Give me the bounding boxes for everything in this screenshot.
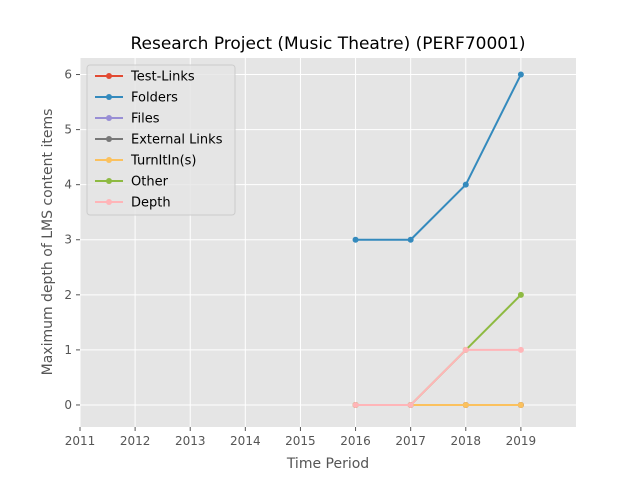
- legend-label-external-links: External Links: [131, 133, 223, 148]
- legend-marker-files: [106, 115, 112, 121]
- legend-label-folders: Folders: [131, 91, 178, 106]
- x-tick-label: 2011: [65, 434, 96, 448]
- x-tick-label: 2012: [120, 434, 151, 448]
- x-tick-label: 2016: [340, 434, 371, 448]
- data-point-depth: [407, 401, 414, 408]
- legend: Test-Links Folders Files External Links Turn…: [86, 64, 236, 216]
- legend-label-other: Other: [131, 175, 169, 190]
- legend-marker-folders: [106, 94, 112, 100]
- x-tick-label: 2017: [395, 434, 426, 448]
- y-tick-label: 4: [64, 178, 72, 192]
- x-tick-label: 2014: [230, 434, 261, 448]
- y-axis-ticks: 0 1 2 3 4 5 6: [64, 68, 80, 412]
- data-point-depth: [517, 346, 524, 353]
- legend-marker-external-links: [106, 136, 112, 142]
- x-tick-label: 2015: [285, 434, 316, 448]
- data-point-depth: [462, 346, 469, 353]
- legend-label-test-links: Test-Links: [130, 70, 195, 85]
- data-point-folders: [352, 236, 359, 243]
- legend-label-turnitin-s: TurnItIn(s): [130, 154, 196, 169]
- data-point-folders: [517, 71, 524, 78]
- series-group: [352, 71, 524, 408]
- x-axis-ticks: 2011 2012 2013 2014 2015 2016 2017 2018 2019: [65, 427, 536, 448]
- data-point-turnitin-s: [517, 401, 524, 408]
- y-tick-label: 3: [64, 233, 72, 247]
- y-axis-label: Maximum depth of LMS content items: [40, 109, 56, 376]
- series-line-folders: [355, 74, 522, 241]
- x-tick-label: 2018: [451, 434, 482, 448]
- data-point-folders: [462, 181, 469, 188]
- data-point-turnitin-s: [462, 401, 469, 408]
- legend-marker-other: [106, 178, 112, 184]
- chart-title: Research Project (Music Theatre) (PERF70…: [130, 34, 525, 54]
- data-point-depth: [352, 401, 359, 408]
- series-line-depth: [355, 348, 521, 406]
- data-point-other: [517, 291, 524, 298]
- y-tick-label: 6: [64, 68, 72, 82]
- data-point-folders: [407, 236, 414, 243]
- y-tick-label: 5: [64, 123, 72, 137]
- x-axis-label: Time Period: [286, 456, 369, 472]
- legend-marker-turnitin-s: [106, 157, 112, 163]
- y-tick-label: 1: [64, 343, 72, 357]
- y-tick-label: 2: [64, 288, 72, 302]
- legend-label-depth: Depth: [131, 196, 171, 211]
- x-tick-label: 2019: [506, 434, 537, 448]
- legend-box: [86, 64, 236, 216]
- legend-label-files: Files: [131, 112, 160, 127]
- legend-marker-test-links: [106, 73, 112, 79]
- y-tick-label: 0: [64, 398, 72, 412]
- x-tick-label: 2013: [175, 434, 206, 448]
- legend-marker-depth: [106, 199, 112, 205]
